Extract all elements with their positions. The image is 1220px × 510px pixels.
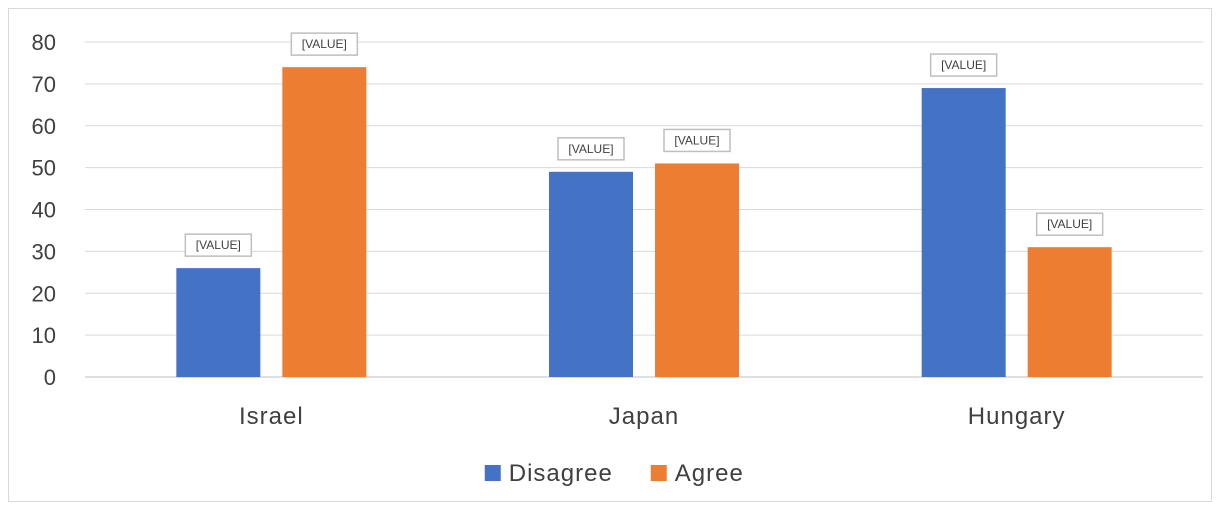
data-label-box bbox=[290, 32, 359, 56]
data-label-box bbox=[184, 233, 253, 257]
x-tick-label: Hungary bbox=[968, 403, 1066, 430]
bar-agree-hungary bbox=[1027, 247, 1112, 377]
y-tick-label: 0 bbox=[44, 365, 56, 390]
legend-label: Agree bbox=[675, 460, 744, 487]
y-tick-label: 60 bbox=[32, 114, 56, 139]
data-label: [VALUE] bbox=[941, 58, 986, 72]
bar-disagree-israel bbox=[176, 268, 261, 377]
x-tick-label: Japan bbox=[609, 403, 679, 430]
data-label-box bbox=[929, 53, 998, 77]
data-label-box bbox=[1035, 212, 1104, 236]
y-tick-label: 10 bbox=[32, 323, 56, 348]
y-tick-label: 70 bbox=[32, 72, 56, 97]
bar-agree-israel bbox=[282, 67, 367, 377]
x-tick-label: Israel bbox=[239, 403, 304, 430]
data-label: [VALUE] bbox=[196, 238, 241, 252]
legend-swatch bbox=[484, 465, 501, 481]
data-label: [VALUE] bbox=[568, 142, 613, 156]
data-label: [VALUE] bbox=[302, 37, 347, 51]
data-label-box bbox=[557, 137, 625, 161]
legend-label: Disagree bbox=[509, 460, 613, 487]
bar-disagree-japan bbox=[549, 171, 633, 377]
y-tick-label: 40 bbox=[32, 198, 56, 223]
bar-disagree-hungary bbox=[921, 88, 1006, 377]
data-label: [VALUE] bbox=[1047, 217, 1092, 231]
data-label: [VALUE] bbox=[674, 133, 719, 147]
y-tick-label: 20 bbox=[32, 281, 56, 306]
data-label-box bbox=[663, 128, 731, 153]
y-tick-label: 50 bbox=[32, 156, 56, 181]
bar-agree-japan bbox=[655, 163, 739, 377]
y-tick-label: 80 bbox=[32, 30, 56, 55]
legend-swatch bbox=[650, 465, 667, 481]
y-tick-label: 30 bbox=[32, 239, 56, 264]
